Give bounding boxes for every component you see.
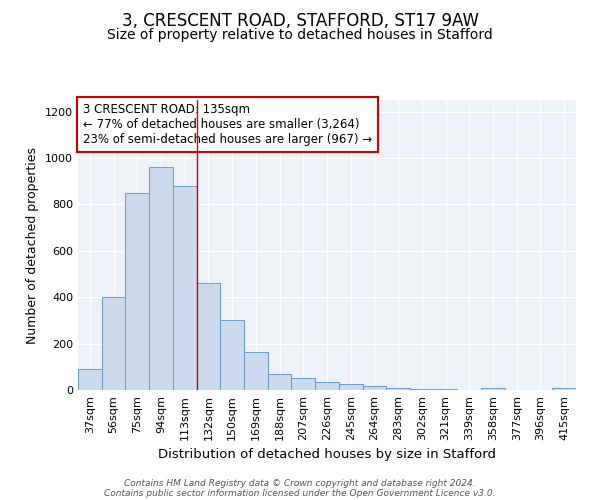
Text: Size of property relative to detached houses in Stafford: Size of property relative to detached ho… — [107, 28, 493, 42]
Bar — [362, 386, 386, 390]
Text: Contains HM Land Registry data © Crown copyright and database right 2024.: Contains HM Land Registry data © Crown c… — [124, 478, 476, 488]
Text: 3, CRESCENT ROAD, STAFFORD, ST17 9AW: 3, CRESCENT ROAD, STAFFORD, ST17 9AW — [121, 12, 479, 30]
Bar — [339, 384, 362, 390]
Bar — [102, 297, 125, 390]
Bar — [244, 352, 268, 390]
X-axis label: Distribution of detached houses by size in Stafford: Distribution of detached houses by size … — [158, 448, 496, 461]
Bar — [197, 284, 220, 390]
Text: Contains public sector information licensed under the Open Government Licence v3: Contains public sector information licen… — [104, 488, 496, 498]
Text: 3 CRESCENT ROAD: 135sqm
← 77% of detached houses are smaller (3,264)
23% of semi: 3 CRESCENT ROAD: 135sqm ← 77% of detache… — [83, 103, 372, 146]
Bar — [125, 193, 149, 390]
Bar — [149, 168, 173, 390]
Bar — [481, 388, 505, 390]
Bar — [434, 389, 457, 390]
Bar — [78, 369, 102, 390]
Bar — [410, 389, 434, 390]
Bar — [315, 382, 339, 390]
Bar — [552, 388, 576, 390]
Bar — [292, 378, 315, 390]
Bar — [386, 388, 410, 390]
Bar — [268, 374, 292, 390]
Bar — [220, 320, 244, 390]
Y-axis label: Number of detached properties: Number of detached properties — [26, 146, 40, 344]
Bar — [173, 186, 197, 390]
